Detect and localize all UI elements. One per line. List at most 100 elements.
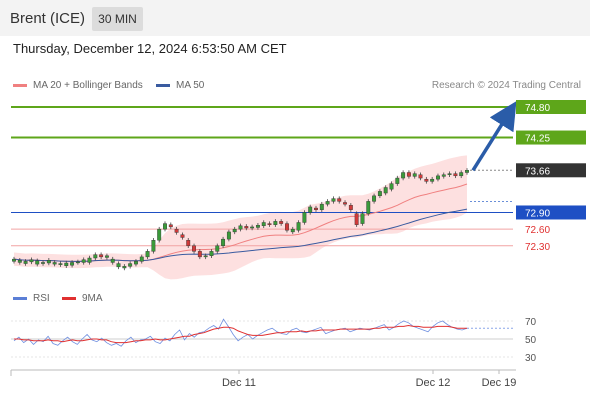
legend-ma9: 9MA [62,293,103,304]
legend-ma20: MA 20 + Bollinger Bands [13,80,143,91]
candle [17,260,22,263]
candle [46,260,51,264]
support-price-label: 72.30 [525,242,550,253]
candle [209,251,214,256]
candle [302,212,307,223]
legend-rsi: RSI [13,293,50,304]
candle [453,173,458,177]
candle [354,213,359,225]
candle [406,172,411,177]
candle [383,187,388,194]
candle [424,178,429,182]
resistance-price-label: 74.25 [525,134,550,145]
candle [337,198,342,202]
candle [192,245,196,252]
rsi-ma9-line [14,324,467,344]
rsi-line [13,318,468,347]
support-price-label: 72.60 [525,225,550,236]
ma50-swatch [156,83,170,87]
candle [168,224,173,228]
candle [203,255,208,258]
legend-ma50: MA 50 [156,80,204,91]
candle [29,259,34,263]
timeframe-button[interactable]: 30 MIN [92,7,143,31]
candle [325,201,330,205]
candle [122,266,127,269]
candle [366,201,371,214]
candle [87,257,92,263]
candle [81,259,86,263]
candle [23,261,28,264]
forecast-arrow [471,101,517,172]
ma9-swatch [62,296,76,300]
candle [412,173,417,177]
candle [377,191,382,197]
resistance-price-label: 74.80 [525,103,550,114]
candle [401,172,406,179]
candle [75,261,80,264]
resistance-price-label-box [516,130,586,145]
candle [116,263,121,268]
candle [139,256,144,262]
candle [93,254,98,259]
rsi-axis-label: 50 [525,335,537,346]
candle [331,198,336,202]
candle [41,262,45,264]
candle [250,226,255,229]
candle [232,228,237,233]
pivot-price-label-box [516,205,586,220]
candle [58,263,63,265]
candle [197,251,202,258]
timestamp: Thursday, December 12, 2024 6:53:50 AM C… [13,41,287,56]
candle [395,177,400,184]
resistance-price-label-box [516,100,586,114]
legend-ma20-label: MA 20 + Bollinger Bands [33,80,143,91]
candle [255,225,260,228]
candle [261,222,266,227]
candle [244,226,249,229]
candle [238,225,243,230]
rsi-swatch [13,296,27,300]
candle [447,173,452,175]
candle [12,258,16,262]
candle [319,203,324,210]
candle [314,207,318,210]
candle [110,258,115,263]
last-price-label: 73.66 [525,166,550,177]
candle [186,240,191,246]
candle [221,238,226,246]
candle [296,222,301,231]
legend-ma50-label: MA 50 [176,80,205,91]
candle [348,205,353,210]
candle [372,195,377,202]
candle [134,261,138,265]
legend-rsi-label: RSI [33,293,50,304]
rsi-axis-label: 70 [525,317,537,328]
pivot-price-label: 72.90 [525,208,550,219]
candle [145,251,150,258]
instrument-title: Brent (ICE) [10,10,86,27]
bollinger-band [14,155,467,280]
candle [273,221,278,225]
candle [128,263,133,267]
candle [163,223,167,230]
candle [267,223,272,225]
rsi-axis-label: 30 [525,353,537,364]
candle [290,228,295,233]
candle [465,170,469,173]
candle [151,240,156,252]
candle [285,223,289,231]
candle [157,228,162,241]
candle [104,255,109,258]
candle [99,254,104,258]
candle [441,174,446,177]
time-axis-label: Dec 19 [482,377,517,389]
candle [52,262,57,265]
candle [459,172,464,177]
candle [35,260,40,265]
credit-text: Research © 2024 Trading Central [431,80,581,91]
candle [430,178,435,182]
candle [418,174,423,179]
candle [279,221,284,224]
